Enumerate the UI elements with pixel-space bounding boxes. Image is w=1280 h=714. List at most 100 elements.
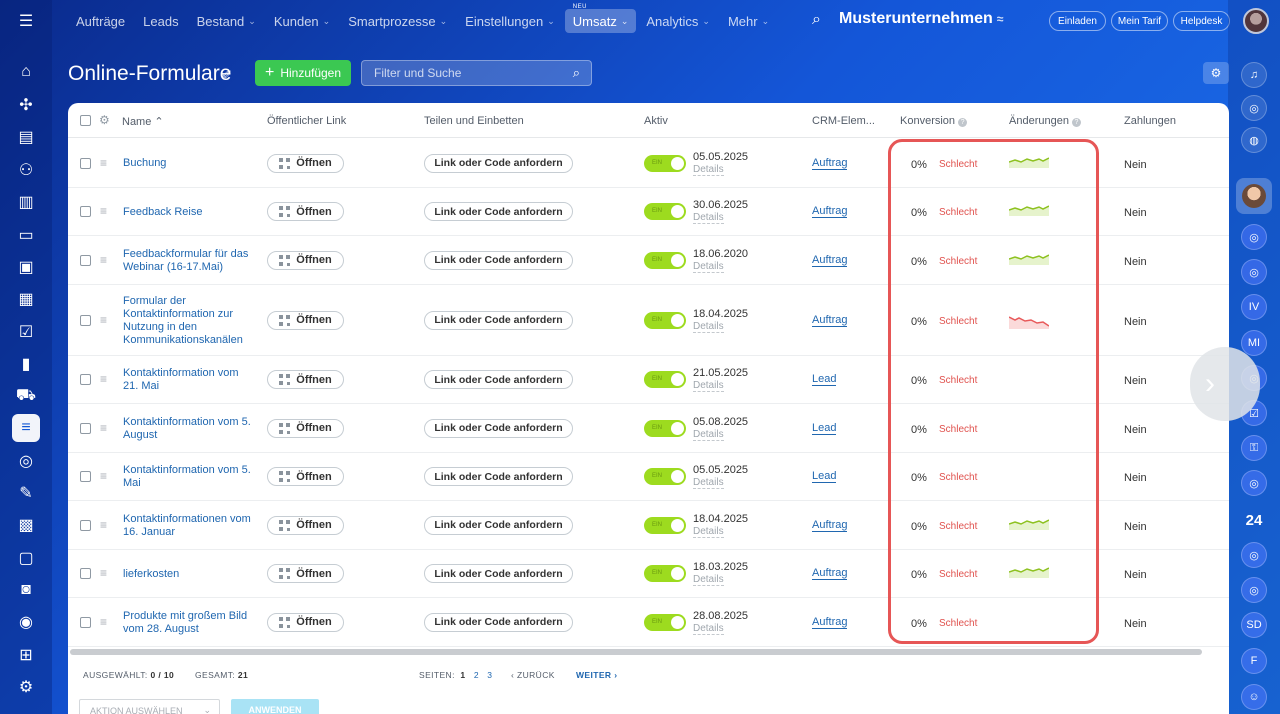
action-select[interactable]: Aktion auswählen ⌄	[79, 699, 220, 714]
settings-gear-button[interactable]: ⚙	[1203, 62, 1229, 84]
search-icon[interactable]: ⌕	[812, 11, 821, 28]
next-link[interactable]: Weiter ›	[576, 670, 618, 680]
drag-handle-icon[interactable]: ≡	[100, 420, 108, 435]
my-plan-button[interactable]: Mein Tarif	[1111, 11, 1168, 31]
active-toggle[interactable]: EIN	[644, 251, 686, 269]
table-row[interactable]: ≡ Buchung Öffnen Link oder Code anfordern EI…	[68, 139, 1229, 188]
form-name-link[interactable]: Feedback Reise	[123, 205, 203, 218]
get-link-button[interactable]: Link oder Code anfordern	[424, 250, 573, 270]
crm-element-link[interactable]: Lead	[812, 470, 837, 483]
details-link[interactable]: Details	[693, 428, 724, 441]
filter-search-input[interactable]: Filter und Suche ⌕	[361, 60, 592, 86]
chat-avatar-main[interactable]	[1236, 178, 1272, 214]
back-link[interactable]: ‹ Zurück	[511, 670, 555, 680]
market-icon[interactable]: ⊞	[19, 647, 33, 664]
inbox-icon[interactable]: ▭	[18, 227, 34, 244]
open-button[interactable]: Öffnen	[267, 250, 344, 270]
cart-icon[interactable]: ⛟	[15, 387, 37, 404]
row-checkbox[interactable]	[80, 568, 91, 579]
document-icon[interactable]: ▤	[18, 129, 34, 146]
counter-badge[interactable]: 24	[1245, 511, 1263, 529]
details-link[interactable]: Details	[693, 380, 724, 392]
help-icon[interactable]: ?	[1071, 118, 1081, 127]
chat-channel-icon[interactable]: ◎	[1241, 224, 1267, 250]
bell-icon[interactable]: ♫	[1241, 62, 1267, 88]
crm-element-link[interactable]: Auftrag	[812, 156, 848, 170]
open-button[interactable]: Öffnen	[267, 153, 344, 173]
page-1-link[interactable]: 1	[460, 670, 466, 680]
lock-icon[interactable]: ⚿	[1241, 435, 1267, 461]
crm-element-link[interactable]: Auftrag	[812, 313, 848, 327]
open-button[interactable]: Öffnen	[267, 467, 344, 486]
drag-handle-icon[interactable]: ≡	[100, 614, 108, 629]
form-name-link[interactable]: Kontaktinformation vom 5. August	[123, 415, 251, 441]
open-button[interactable]: Öffnen	[267, 370, 344, 389]
analytics-icon[interactable]: ▮	[21, 356, 31, 373]
chat-avatar-initials[interactable]: MI	[1241, 330, 1267, 356]
get-link-button[interactable]: Link oder Code anfordern	[424, 153, 573, 173]
crm-element-link[interactable]: Auftrag	[812, 518, 848, 532]
home-icon[interactable]: ⌂	[21, 63, 31, 80]
column-public-link[interactable]: Öffentlicher Link	[267, 115, 347, 127]
page-3-link[interactable]: 3	[487, 670, 493, 680]
nav-item[interactable]: Leads	[135, 9, 186, 33]
nav-item[interactable]: Smartprozesse ⌄	[340, 9, 455, 33]
form-name-link[interactable]: Feedbackformular für das Webinar (16-17.…	[123, 247, 249, 273]
active-toggle[interactable]: EIN	[644, 468, 686, 485]
table-row[interactable]: ≡ Feedbackformular für das Webinar (16-17…	[68, 236, 1229, 285]
calendar-icon[interactable]: ▦	[18, 291, 34, 308]
form-name-link[interactable]: Produkte mit großem Bild vom 28. August	[123, 609, 248, 635]
chat-channel-icon[interactable]: ◎	[1241, 259, 1267, 285]
form-name-link[interactable]: Kontaktinformationen vom 16. Januar	[123, 512, 251, 538]
column-share[interactable]: Teilen und Einbetten	[424, 115, 524, 127]
get-link-button[interactable]: Link oder Code anfordern	[424, 310, 573, 330]
chat-avatar[interactable]: ☺	[1241, 684, 1267, 710]
column-name[interactable]: Name ⌃	[122, 116, 164, 128]
crm-element-link[interactable]: Lead	[812, 373, 837, 386]
column-changes[interactable]: Änderungen?	[1009, 115, 1081, 127]
details-link[interactable]: Details	[693, 574, 724, 586]
pin-icon[interactable]: ✐	[222, 68, 233, 82]
chat-icon[interactable]: ◍	[1241, 127, 1267, 153]
chat-avatar-initials[interactable]: F	[1241, 648, 1267, 674]
drag-handle-icon[interactable]: ≡	[100, 566, 108, 580]
column-payments[interactable]: Zahlungen	[1124, 115, 1176, 127]
menu-icon[interactable]: ☰	[18, 13, 34, 30]
get-link-button[interactable]: Link oder Code anfordern	[424, 370, 573, 389]
crm-element-link[interactable]: Auftrag	[812, 205, 848, 218]
active-toggle[interactable]: EIN	[644, 516, 686, 534]
chat-channel-icon[interactable]: ◎	[1241, 542, 1267, 568]
filter-funnel-icon[interactable]: ≡	[12, 414, 40, 442]
table-row[interactable]: ≡ Kontaktinformation vom 21. Mai Öffnen Lin…	[68, 356, 1229, 404]
company-name[interactable]: Musterunternehmen ≈	[839, 10, 1003, 28]
active-toggle[interactable]: EIN	[644, 311, 686, 329]
row-checkbox[interactable]	[80, 206, 91, 217]
table-row[interactable]: ≡ Kontaktinformation vom 5. Mai Öffnen Link…	[68, 453, 1229, 501]
details-link[interactable]: Details	[693, 320, 724, 333]
nav-item[interactable]: Bestand ⌄	[189, 9, 264, 33]
contacts-icon[interactable]: ⚇	[18, 162, 34, 179]
active-toggle[interactable]: EIN	[644, 419, 686, 437]
table-row[interactable]: ≡ Kontaktinformationen vom 16. Januar Öffn…	[68, 501, 1229, 550]
get-link-button[interactable]: Link oder Code anfordern	[424, 515, 573, 535]
form-name-link[interactable]: Kontaktinformation vom 21. Mai	[123, 367, 239, 392]
row-checkbox[interactable]	[80, 254, 91, 266]
details-link[interactable]: Details	[693, 622, 724, 635]
details-link[interactable]: Details	[693, 477, 724, 489]
drag-handle-icon[interactable]: ≡	[100, 469, 108, 483]
get-link-button[interactable]: Link oder Code anfordern	[424, 418, 573, 438]
crm-element-link[interactable]: Auftrag	[812, 567, 848, 580]
open-button[interactable]: Öffnen	[267, 202, 344, 221]
column-settings-gear-icon[interactable]: ⚙	[99, 113, 110, 127]
active-toggle[interactable]: EIN	[644, 203, 686, 220]
row-checkbox[interactable]	[80, 374, 91, 385]
open-button[interactable]: Öffnen	[267, 612, 344, 632]
crm-element-link[interactable]: Auftrag	[812, 615, 848, 629]
puzzle-icon[interactable]: ✣	[19, 97, 33, 114]
pen-icon[interactable]: ✎	[19, 485, 33, 502]
form-name-link[interactable]: Kontaktinformation vom 5. Mai	[123, 464, 251, 489]
row-checkbox[interactable]	[80, 422, 91, 434]
chat-channel-icon[interactable]: ◎	[1241, 577, 1267, 603]
copilot-icon[interactable]: ◎	[1241, 95, 1267, 121]
add-button[interactable]: + Hinzufügen	[255, 60, 351, 86]
